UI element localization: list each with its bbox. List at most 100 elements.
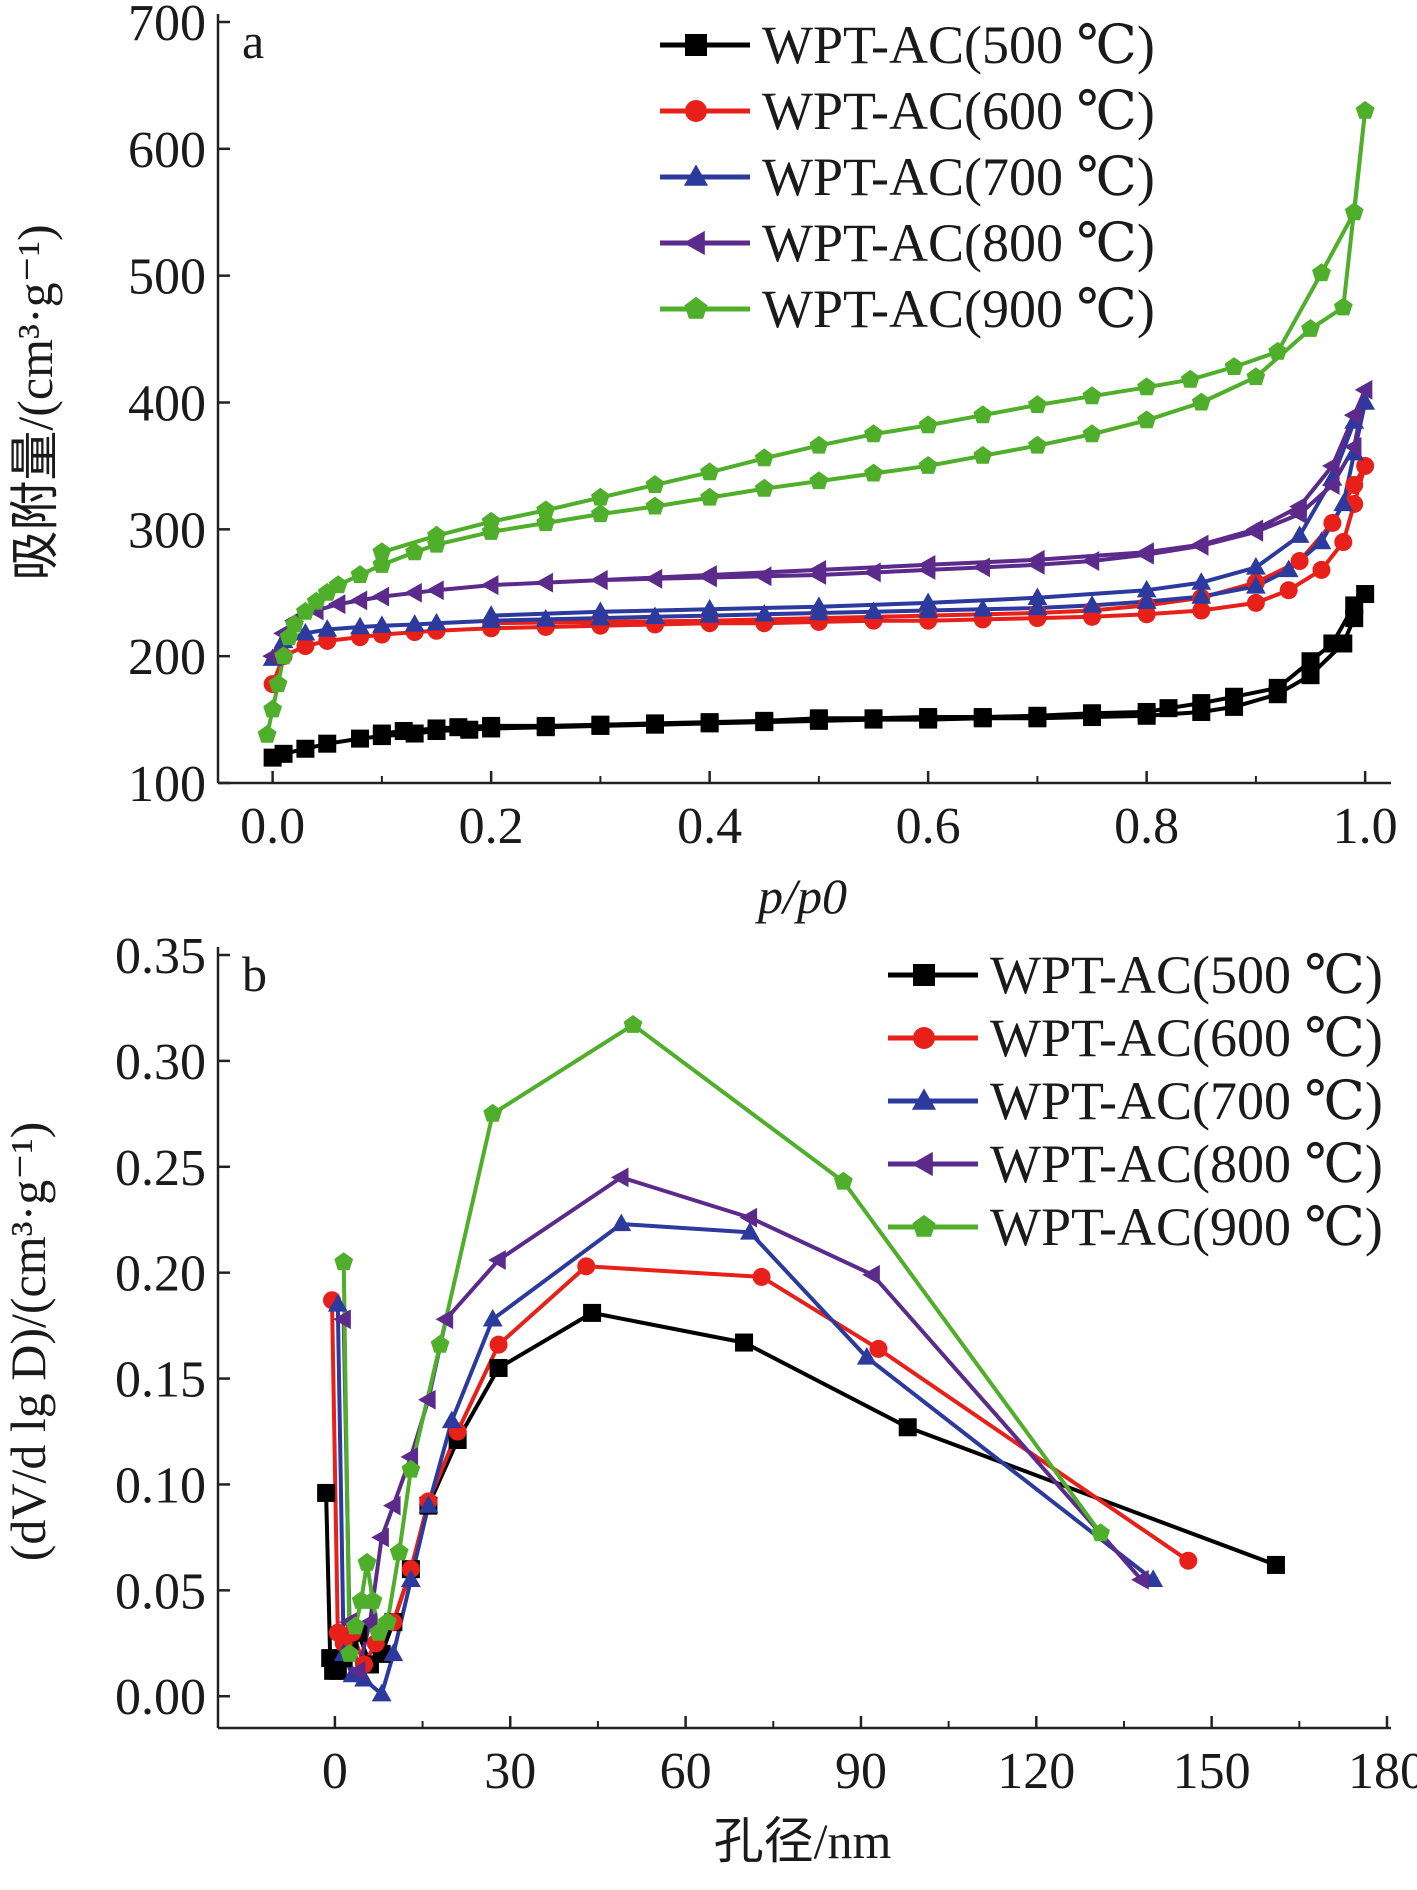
pb-series-3-point xyxy=(1131,1569,1149,1590)
pa-series-4-point xyxy=(1246,367,1266,386)
pa-series-4-point xyxy=(536,500,556,519)
pb-x-axis-title: 孔径/nm xyxy=(714,1813,892,1869)
pb-series-4-point xyxy=(334,1252,354,1271)
pa-series-3-point xyxy=(404,582,422,603)
pa-series-3-point xyxy=(917,554,936,575)
pa-legend-marker-0 xyxy=(685,34,707,56)
pb-series-4-point xyxy=(623,1015,643,1033)
pb-y-tick-label: 0.25 xyxy=(115,1140,206,1197)
pa-series-2-point xyxy=(808,596,829,614)
pa-series-4-point xyxy=(274,646,293,665)
pa-y-tick-label: 100 xyxy=(128,756,206,813)
pa-series-2-point xyxy=(1245,576,1266,594)
pa-series-4-point xyxy=(973,445,993,464)
pa-series-0-point xyxy=(1301,652,1320,671)
pa-x-tick-label: 1.0 xyxy=(1333,798,1398,855)
pa-series-3-point xyxy=(349,590,368,611)
pa-series-0-point xyxy=(536,716,555,735)
pb-legend-label-3: WPT-AC(800 ℃) xyxy=(990,1134,1383,1194)
pa-series-1-point xyxy=(1356,456,1375,475)
pa-legend-label-0: WPT-AC(500 ℃) xyxy=(762,15,1155,75)
pa-series-2-point xyxy=(1333,493,1354,512)
pa-series-2-point xyxy=(1278,559,1299,578)
pb-x-tick-label: 180 xyxy=(1348,1743,1417,1800)
pa-series-0-point xyxy=(1028,706,1047,725)
pb-series-1-point xyxy=(1179,1551,1198,1570)
pb-legend-label-1: WPT-AC(600 ℃) xyxy=(990,1008,1383,1068)
pa-series-4-point xyxy=(700,462,720,481)
pb-series-3-point xyxy=(435,1309,454,1330)
pa-series-4-point xyxy=(864,463,883,482)
pb-series-4-point xyxy=(357,1552,377,1571)
pa-series-3-point xyxy=(972,557,990,578)
pb-series-3-point xyxy=(862,1264,880,1285)
pb-y-tick-label: 0.35 xyxy=(115,928,206,985)
pb-series-3-point xyxy=(418,1389,436,1410)
pa-series-4-point xyxy=(973,405,993,424)
pa-series-3-point xyxy=(371,586,390,607)
pa-series-2-point xyxy=(1136,591,1157,609)
pa-series-3-point xyxy=(480,575,499,596)
pb-series-4-point xyxy=(834,1171,853,1190)
pb-series-0-point xyxy=(583,1303,602,1322)
pb-series-0-point xyxy=(1266,1555,1285,1574)
pa-legend-label-2: WPT-AC(700 ℃) xyxy=(762,147,1155,207)
pb-series-3-point xyxy=(333,1309,351,1330)
pa-series-2-point xyxy=(350,616,370,635)
pa-series-4-point xyxy=(754,448,774,467)
pa-series-3-point xyxy=(1190,534,1209,555)
pa-series-1-point xyxy=(1312,560,1331,579)
pa-series-4-point xyxy=(591,487,610,506)
pa-legend-marker-2 xyxy=(683,164,709,186)
panel-a-axes: 100 200 300 400 500 600 700 0.0 0.2 0.4 0.6 0.8 1.0 p… xyxy=(7,0,1398,924)
pa-series-2-line xyxy=(270,400,1368,660)
pa-series-2-point xyxy=(590,601,611,619)
pa-series-1-point xyxy=(1246,593,1265,612)
pa-series-4-point xyxy=(1191,392,1211,411)
panel-a-series-markers xyxy=(257,100,1376,767)
pb-series-4-point xyxy=(378,1612,397,1631)
pa-series-1-point xyxy=(1192,601,1211,620)
pb-legend-marker-2 xyxy=(911,1088,937,1110)
pb-series-2-point xyxy=(400,1569,421,1587)
pb-series-0-point xyxy=(317,1483,336,1502)
pb-x-tick-label: 120 xyxy=(997,1743,1075,1800)
pa-series-4-point xyxy=(1028,395,1047,413)
pb-legend-label-4: WPT-AC(900 ℃) xyxy=(990,1197,1383,1257)
pa-series-0-point xyxy=(296,739,315,758)
pa-y-tick-label: 300 xyxy=(128,502,206,559)
pa-series-2-point xyxy=(371,615,392,633)
pa-series-3-point xyxy=(1343,436,1362,457)
pa-series-2-point xyxy=(645,606,665,625)
pa-y-tick-label: 700 xyxy=(128,0,206,52)
pa-series-2-point xyxy=(1311,531,1332,550)
pa-series-4-point xyxy=(864,424,883,443)
pa-series-0-point xyxy=(591,715,610,734)
pb-series-4-point xyxy=(483,1103,503,1122)
pa-series-0-point xyxy=(1192,694,1211,713)
pa-series-2-point xyxy=(1245,557,1266,575)
panel-b: 0.00 0.05 0.10 0.15 0.20 0.25 0.30 0.35 0 30 60 90 1… xyxy=(0,928,1417,1869)
pb-series-2-point xyxy=(383,1643,404,1662)
pb-series-1-point xyxy=(489,1335,508,1354)
pb-series-3-point xyxy=(383,1495,401,1516)
pb-legend-marker-1 xyxy=(913,1027,935,1049)
pa-series-0-point xyxy=(427,719,446,738)
pa-series-4-point xyxy=(700,487,720,506)
pa-series-0-point xyxy=(1268,678,1287,697)
pa-series-4-point xyxy=(1333,297,1353,316)
pa-series-0-point xyxy=(1083,704,1102,723)
pb-y-tick-label: 0.05 xyxy=(115,1563,206,1620)
pb-series-0-point xyxy=(898,1418,917,1437)
pa-y-tick-label: 400 xyxy=(128,376,206,433)
pa-series-0-point xyxy=(646,714,665,733)
pa-series-2-point xyxy=(295,622,316,641)
pa-series-2-point xyxy=(699,598,720,617)
pb-series-4-point xyxy=(401,1459,421,1478)
pa-series-3-point xyxy=(1322,456,1340,476)
pb-x-tick-label: 0 xyxy=(322,1743,348,1800)
pa-series-0-point xyxy=(372,724,391,743)
pb-x-tick-label: 60 xyxy=(660,1743,712,1800)
pa-series-3-line xyxy=(270,387,1368,658)
pa-series-4-point xyxy=(1028,435,1047,454)
